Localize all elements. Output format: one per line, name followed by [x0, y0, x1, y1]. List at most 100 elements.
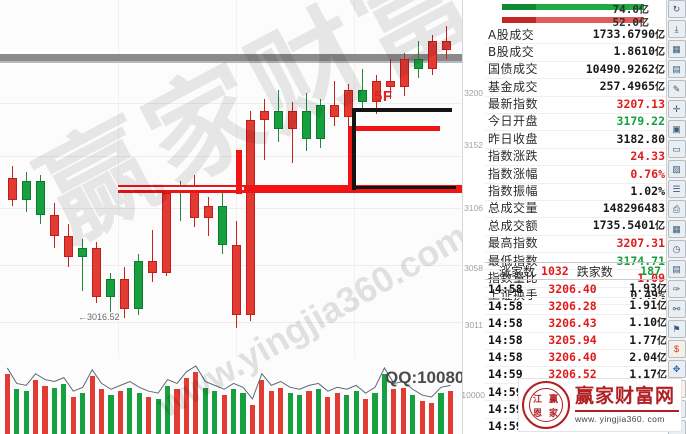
- advancers-label: 涨家数: [499, 264, 536, 279]
- volume-pane[interactable]: [0, 358, 462, 434]
- clock-icon[interactable]: ◷: [667, 240, 686, 258]
- quote-unit: 亿: [655, 30, 665, 41]
- volume-bar: [447, 391, 454, 434]
- red-bar-value: 52.0亿: [613, 14, 650, 29]
- candle-body: [386, 80, 395, 87]
- red-bar-number: 52.0: [612, 16, 640, 29]
- grid-icon[interactable]: ▦: [667, 40, 686, 58]
- tick-time: 14:58: [488, 333, 523, 348]
- tick-volume-unit: 亿: [657, 318, 667, 330]
- candle-body: [302, 111, 311, 139]
- top-grey-band-shadow: [0, 61, 462, 63]
- move-icon[interactable]: ✥: [667, 360, 686, 378]
- axis-label: 3200: [464, 88, 483, 98]
- logo-site-url: www. yingjia360. com: [575, 413, 665, 424]
- seal-char: 恩: [533, 409, 543, 419]
- printer-icon[interactable]: ⎙: [667, 200, 686, 218]
- edit-icon[interactable]: ✎: [667, 80, 686, 98]
- quote-label: 昨日收盘: [488, 131, 539, 146]
- tick-row[interactable]: 14:58 3206.28 1.91亿: [485, 298, 667, 316]
- market-breadth-holder: 涨家数 1032 跌家数 187: [485, 262, 667, 280]
- quote-panel-content: 74.0亿 52.0亿 A股成交 1733.6790亿 B股成交 1.8610亿 国债成…: [485, 0, 667, 434]
- volume-bar: [334, 393, 340, 434]
- green-bar-value: 74.0亿: [613, 1, 650, 16]
- link-icon[interactable]: ⚯: [667, 300, 686, 318]
- kline-price-pane[interactable]: 5F ←3016.52: [0, 0, 462, 358]
- candle-body: [120, 278, 129, 310]
- volume-bar: [240, 393, 246, 434]
- quote-value: 24.33: [630, 149, 665, 164]
- volume-bar: [174, 389, 180, 434]
- tool-icon-strip[interactable]: ↻⤓▦▤✎✛▣▭▨☰⎙▦◷▤✑⚯⚑$✥✏—F5◪: [666, 0, 686, 434]
- volume-bar: [344, 395, 350, 434]
- candle-body: [50, 214, 59, 237]
- candle-wick: [264, 99, 266, 160]
- tick-row[interactable]: 14:58 3205.94 1.77亿: [485, 333, 667, 350]
- doc-icon[interactable]: ▤: [667, 260, 686, 278]
- axis-label: 3011: [464, 320, 483, 330]
- quote-row: 总成交额 1735.5401亿: [485, 218, 667, 236]
- volume-bar: [297, 395, 303, 434]
- kline-chart-area[interactable]: 5F ←3016.52 赢家财富 www.yingjia360.com: [0, 0, 498, 434]
- green-bar-number: 74.0: [612, 3, 640, 16]
- window-icon[interactable]: ▭: [667, 140, 686, 158]
- tick-time: 14:59: [488, 419, 523, 433]
- quote-unit: 亿: [655, 221, 665, 233]
- tick-row[interactable]: 14:59: [485, 419, 667, 434]
- quote-label: B股成交: [488, 44, 535, 59]
- volume-bar: [51, 387, 58, 434]
- quote-panel[interactable]: 3200 3152 3106 3058 3011 10000 74.0亿 52.…: [461, 0, 686, 434]
- crosshair-icon[interactable]: ✛: [667, 100, 686, 118]
- decliners-label: 跌家数: [576, 264, 613, 279]
- quote-value: 1.02%: [630, 184, 665, 199]
- tick-price: 3206.40: [548, 350, 597, 365]
- tick-time: 14:58: [488, 298, 523, 313]
- note-icon[interactable]: ✑: [667, 280, 686, 298]
- tick-volume-unit: 亿: [657, 284, 667, 295]
- tick-volume: 1.93亿: [629, 281, 667, 295]
- volume-bar: [363, 399, 369, 434]
- volume-bar: [259, 379, 265, 434]
- candle-body: [344, 89, 353, 118]
- market-breadth-row: 涨家数 1032 跌家数 187: [485, 262, 667, 280]
- tick-time: 14:58: [488, 281, 523, 296]
- candle-body: [78, 248, 87, 258]
- quote-label: 国债成交: [488, 62, 539, 77]
- chart-icon[interactable]: ▤: [667, 60, 686, 78]
- candle-body: [232, 245, 241, 316]
- tick-row[interactable]: 14:58 3206.40 2.04亿: [485, 350, 667, 367]
- quote-value: 3174.71: [616, 253, 665, 268]
- image-icon[interactable]: ▨: [667, 160, 686, 178]
- quote-label: 最新指数: [488, 97, 539, 112]
- volume-bar: [212, 391, 218, 434]
- tick-volume-unit: 亿: [657, 335, 667, 347]
- download-icon[interactable]: ⤓: [667, 20, 686, 38]
- candle-body: [400, 59, 409, 87]
- volume-bar: [99, 389, 105, 434]
- volume-bar: [70, 397, 76, 434]
- gridline: [0, 208, 462, 209]
- candle-wick: [292, 102, 294, 163]
- volume-bar: [410, 395, 416, 434]
- candle-body: [414, 59, 423, 69]
- camera-icon[interactable]: ▣: [667, 120, 686, 138]
- logo-divider: [575, 409, 679, 412]
- tick-row[interactable]: 14:58 3206.40 1.93亿: [485, 281, 667, 299]
- tick-volume: 2.04亿: [629, 349, 667, 364]
- flag-icon[interactable]: ⚑: [667, 320, 686, 338]
- dollar-icon[interactable]: $: [667, 340, 686, 358]
- axis-label: 3058: [464, 263, 483, 273]
- candle-wick: [82, 239, 84, 291]
- tick-time: 14:59: [488, 401, 523, 416]
- table-icon[interactable]: ▦: [667, 220, 686, 238]
- tick-row[interactable]: 14:58 3206.43 1.10亿: [485, 315, 667, 333]
- volume-moving-average-line: [6, 365, 451, 400]
- volume-bar: [231, 389, 237, 434]
- candle-body: [134, 260, 143, 310]
- tick-time: 14:58: [488, 350, 523, 365]
- refresh-icon[interactable]: ↻: [667, 0, 686, 18]
- tick-volume-unit: 亿: [657, 369, 667, 381]
- green-bar-unit: 亿: [639, 5, 649, 16]
- list-icon[interactable]: ☰: [667, 180, 686, 198]
- quote-row: 最高指数 3207.31: [485, 236, 667, 254]
